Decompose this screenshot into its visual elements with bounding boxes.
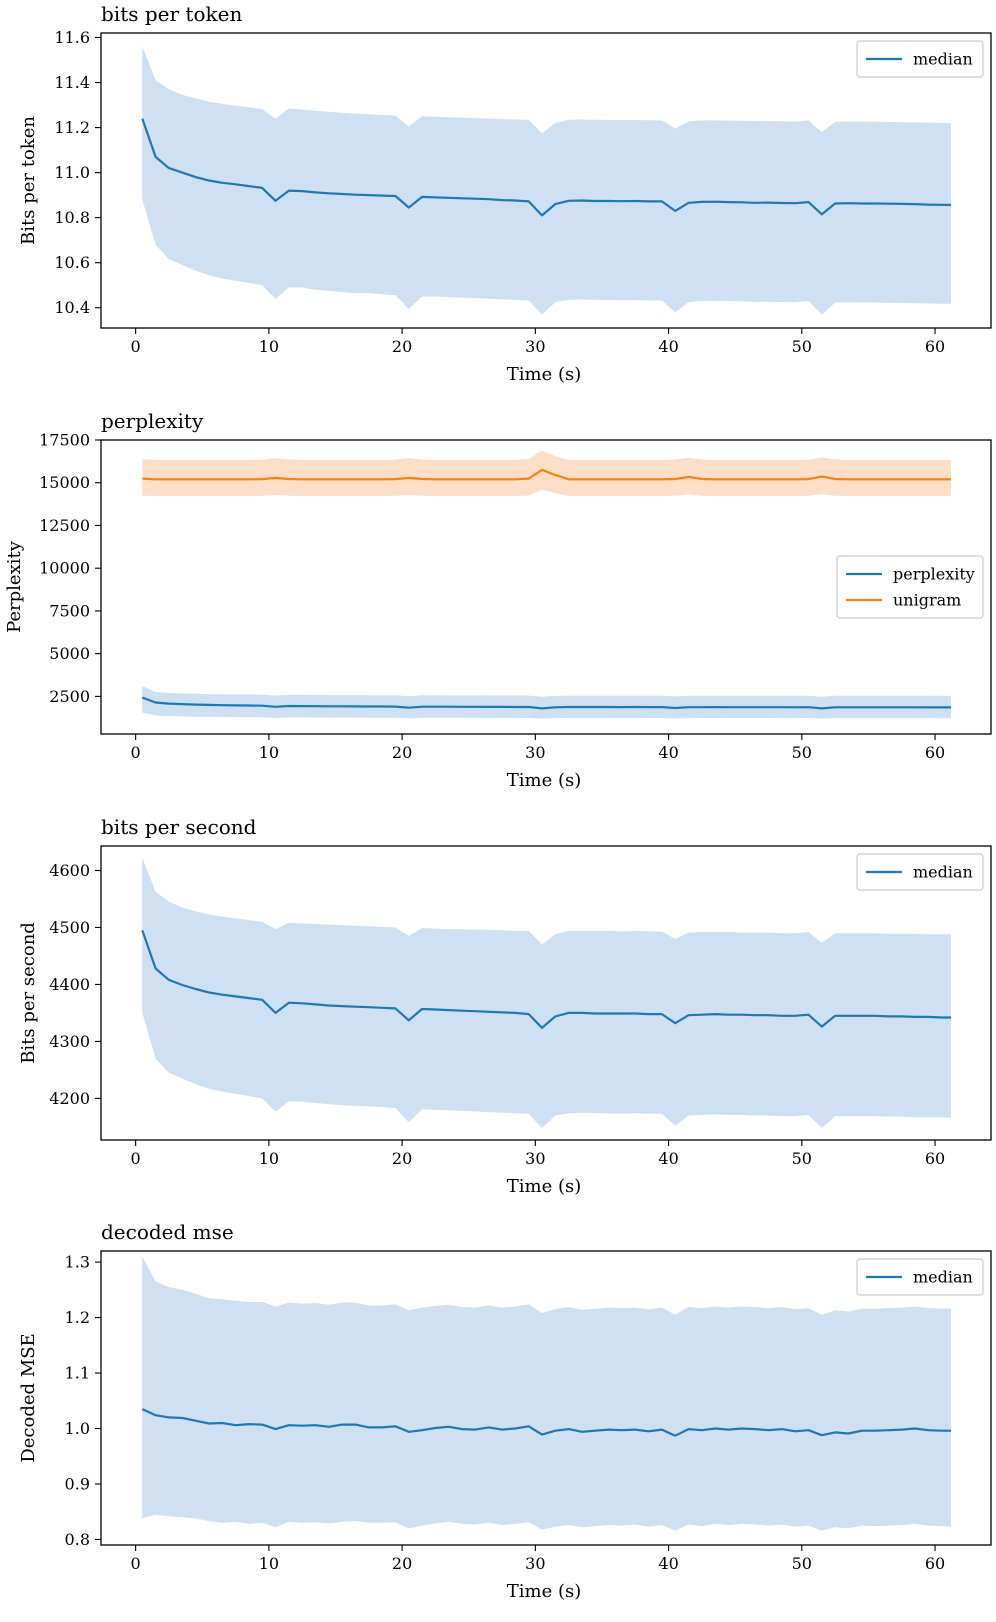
x-tick-label: 50 xyxy=(792,743,812,762)
legend: median xyxy=(856,40,984,78)
series-line-perplexity xyxy=(141,696,951,710)
y-tick-label: 15000 xyxy=(39,473,90,492)
legend: median xyxy=(856,853,984,891)
legend-box xyxy=(836,555,984,619)
chart-title: bits per token xyxy=(101,2,242,26)
x-tick-label: 30 xyxy=(525,1554,545,1573)
y-tick-label: 10000 xyxy=(39,559,90,578)
x-tick-label: 50 xyxy=(792,1149,812,1168)
x-tick-label: 0 xyxy=(131,743,141,762)
legend-label-median: median xyxy=(913,50,973,69)
legend-box xyxy=(856,853,984,891)
axes-frame xyxy=(100,845,992,1141)
x-tick-label: 20 xyxy=(392,1554,412,1573)
y-axis-label: Decoded MSE xyxy=(18,1333,39,1462)
y-axis-label: Perplexity xyxy=(4,540,25,633)
x-tick-label: 0 xyxy=(131,337,141,356)
x-tick-label: 60 xyxy=(925,743,945,762)
axes-frame xyxy=(100,1250,992,1546)
x-axis-label: Time (s) xyxy=(507,770,582,791)
y-tick-label: 12500 xyxy=(39,516,90,535)
series-line-median xyxy=(141,929,951,1029)
x-tick-label: 20 xyxy=(392,743,412,762)
y-axis-label: Bits per second xyxy=(18,922,39,1064)
y-tick-label: 11.2 xyxy=(54,118,90,137)
y-tick-label: 2500 xyxy=(49,687,90,706)
y-tick-label: 10.6 xyxy=(54,253,90,272)
legend: median xyxy=(856,1258,984,1296)
series-line-median xyxy=(141,1408,951,1437)
x-axis-label: Time (s) xyxy=(507,364,582,385)
x-tick-label: 30 xyxy=(525,1149,545,1168)
band-perplexity xyxy=(142,686,952,719)
x-tick-label: 10 xyxy=(259,1149,279,1168)
x-tick-label: 60 xyxy=(925,1149,945,1168)
series-line-median xyxy=(141,118,952,217)
x-tick-label: 20 xyxy=(392,337,412,356)
band-median xyxy=(142,858,952,1128)
series-line-unigram xyxy=(142,468,951,481)
x-tick-label: 60 xyxy=(925,337,945,356)
chart-title: bits per second xyxy=(101,815,257,839)
chart-panel-1: 0 10 20 30 40 50 60 10.4 10.6 10.8 11.0 11.2 11.4 11.… xyxy=(18,2,992,385)
x-tick-label: 40 xyxy=(658,1554,678,1573)
y-tick-label: 0.8 xyxy=(65,1530,90,1549)
x-tick-label: 50 xyxy=(792,1554,812,1573)
y-tick-label: 0.9 xyxy=(65,1474,90,1493)
y-tick-label: 4400 xyxy=(49,975,90,994)
chart-panel-2: 0 10 20 30 40 50 60 2500 5000 7500 10000 12500 15000… xyxy=(4,409,992,791)
axes-frame xyxy=(100,439,992,735)
y-tick-label: 4200 xyxy=(49,1089,90,1108)
y-tick-label: 1.3 xyxy=(65,1253,90,1272)
x-tick-label: 50 xyxy=(792,337,812,356)
y-tick-label: 1.2 xyxy=(65,1308,90,1327)
x-tick-label: 40 xyxy=(658,743,678,762)
y-tick-label: 7500 xyxy=(49,601,90,620)
chart-panel-3: 0 10 20 30 40 50 60 4200 4300 4400 4500 4600 bits pe… xyxy=(18,815,992,1197)
x-tick-label: 20 xyxy=(392,1149,412,1168)
legend-label-perplexity: perplexity xyxy=(893,565,975,584)
y-tick-label: 17500 xyxy=(39,431,90,450)
legend-label-median: median xyxy=(913,863,973,882)
y-tick-label: 4500 xyxy=(49,918,90,937)
y-tick-label: 1.0 xyxy=(65,1419,90,1438)
y-tick-label: 10.4 xyxy=(54,298,90,317)
x-axis-label: Time (s) xyxy=(507,1176,582,1197)
x-tick-label: 60 xyxy=(925,1554,945,1573)
chart-title: perplexity xyxy=(101,409,204,433)
y-tick-label: 5000 xyxy=(49,644,90,663)
y-tick-label: 4300 xyxy=(49,1032,90,1051)
x-tick-label: 10 xyxy=(259,1554,279,1573)
y-tick-label: 1.1 xyxy=(65,1364,90,1383)
legend-box xyxy=(856,40,984,78)
y-tick-label: 4600 xyxy=(49,861,90,880)
axes-frame xyxy=(100,32,992,329)
x-tick-label: 30 xyxy=(525,743,545,762)
y-tick-label: 11.0 xyxy=(54,163,90,182)
band-unigram xyxy=(142,450,952,497)
chart-title: decoded mse xyxy=(101,1220,234,1244)
x-tick-label: 30 xyxy=(525,337,545,356)
x-tick-label: 10 xyxy=(259,337,279,356)
legend-box xyxy=(856,1258,984,1296)
y-axis-label: Bits per token xyxy=(18,116,39,245)
x-axis-label: Time (s) xyxy=(507,1581,582,1602)
x-tick-label: 0 xyxy=(131,1149,141,1168)
x-tick-label: 0 xyxy=(131,1554,141,1573)
legend-label-median: median xyxy=(913,1268,973,1287)
band-median xyxy=(142,46,952,315)
y-tick-label: 11.4 xyxy=(54,73,90,92)
chart-panel-4: 0 10 20 30 40 50 60 0.8 0.9 1.0 1.1 1.2 1.3 decoded m… xyxy=(18,1220,992,1602)
y-tick-label: 11.6 xyxy=(54,28,90,47)
x-tick-label: 40 xyxy=(658,1149,678,1168)
x-tick-label: 10 xyxy=(259,743,279,762)
legend-label-unigram: unigram xyxy=(893,591,961,610)
x-tick-label: 40 xyxy=(658,337,678,356)
band-median xyxy=(142,1256,952,1531)
y-tick-label: 10.8 xyxy=(54,208,90,227)
legend: perplexity unigram xyxy=(836,555,984,619)
